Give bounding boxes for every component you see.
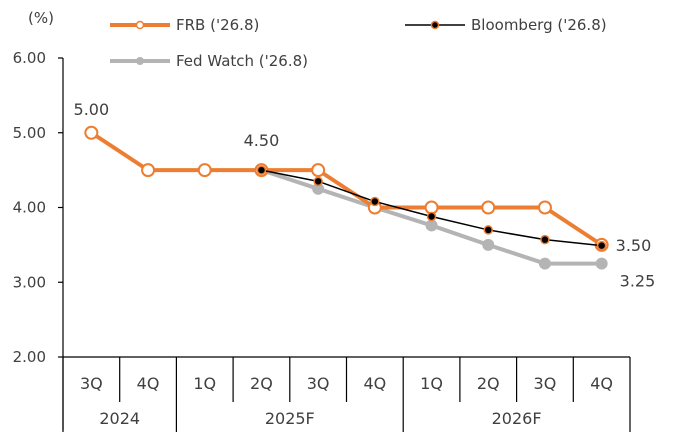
data-label: 3.25 xyxy=(620,272,656,291)
year-label: 2025F xyxy=(265,409,315,428)
x-tick-label: 4Q xyxy=(137,374,160,393)
data-point xyxy=(311,163,326,178)
y-tick-label: 3.00 xyxy=(13,273,46,291)
data-point xyxy=(538,257,551,270)
legend: FRB ('26.8) Bloomberg ('26.8) Fed Watch ('… xyxy=(110,16,607,70)
data-point xyxy=(424,200,439,215)
x-tick-label: 1Q xyxy=(193,374,216,393)
series-1 xyxy=(256,165,607,251)
y-tick-label: 6.00 xyxy=(13,49,46,67)
data-point xyxy=(540,234,550,245)
data-point xyxy=(483,225,493,235)
data-point xyxy=(426,211,437,222)
data-labels: 5.00 4.50 3.50 3.25 xyxy=(74,100,656,291)
data-point xyxy=(313,176,323,187)
x-tick-label: 3Q xyxy=(307,374,330,393)
data-label: 5.00 xyxy=(74,100,110,119)
y-tick-label: 4.00 xyxy=(13,199,46,217)
legend-item: Bloomberg ('26.8) xyxy=(405,16,607,34)
y-axis-unit: (%) xyxy=(28,9,54,27)
legend-swatch-marker xyxy=(136,57,144,65)
data-point xyxy=(482,238,495,251)
year-label: 2026F xyxy=(492,409,542,428)
series-line xyxy=(90,131,603,247)
data-point xyxy=(425,219,438,232)
data-label: 4.50 xyxy=(244,131,280,150)
year-label: 2024 xyxy=(99,409,140,428)
data-point xyxy=(197,163,212,178)
x-tick-label: 2Q xyxy=(250,374,273,393)
data-point xyxy=(595,257,608,270)
legend-item: Fed Watch ('26.8) xyxy=(110,52,308,70)
data-point xyxy=(596,240,607,251)
x-tick-label: 4Q xyxy=(363,374,386,393)
legend-label: Fed Watch ('26.8) xyxy=(176,52,308,70)
data-label: 3.50 xyxy=(616,236,652,255)
y-tick-label: 5.00 xyxy=(13,124,46,142)
axes: 6.00 5.00 4.00 3.00 2.00 3Q 4Q 1Q 2Q 3Q 4Q 1Q 2Q 3Q 4Q… xyxy=(13,49,631,432)
series-0 xyxy=(84,125,609,252)
legend-item: FRB ('26.8) xyxy=(110,16,259,34)
x-tick-label: 1Q xyxy=(420,374,443,393)
legend-label: Bloomberg ('26.8) xyxy=(471,16,607,34)
data-point xyxy=(481,200,496,215)
data-point xyxy=(370,196,380,207)
legend-label: FRB ('26.8) xyxy=(176,16,259,34)
x-tick-label: 3Q xyxy=(534,374,557,393)
x-tick-label: 4Q xyxy=(590,374,613,393)
data-point xyxy=(256,165,267,175)
x-tick-label: 2Q xyxy=(477,374,500,393)
series-layer xyxy=(84,125,609,270)
x-tick-label: 3Q xyxy=(80,374,103,393)
legend-swatch-marker xyxy=(430,20,440,30)
legend-swatch-marker xyxy=(135,20,145,30)
data-point xyxy=(141,163,156,178)
y-tick-label: 2.00 xyxy=(13,348,46,366)
data-point xyxy=(84,125,99,140)
data-point xyxy=(537,200,552,215)
data-point xyxy=(312,182,325,195)
